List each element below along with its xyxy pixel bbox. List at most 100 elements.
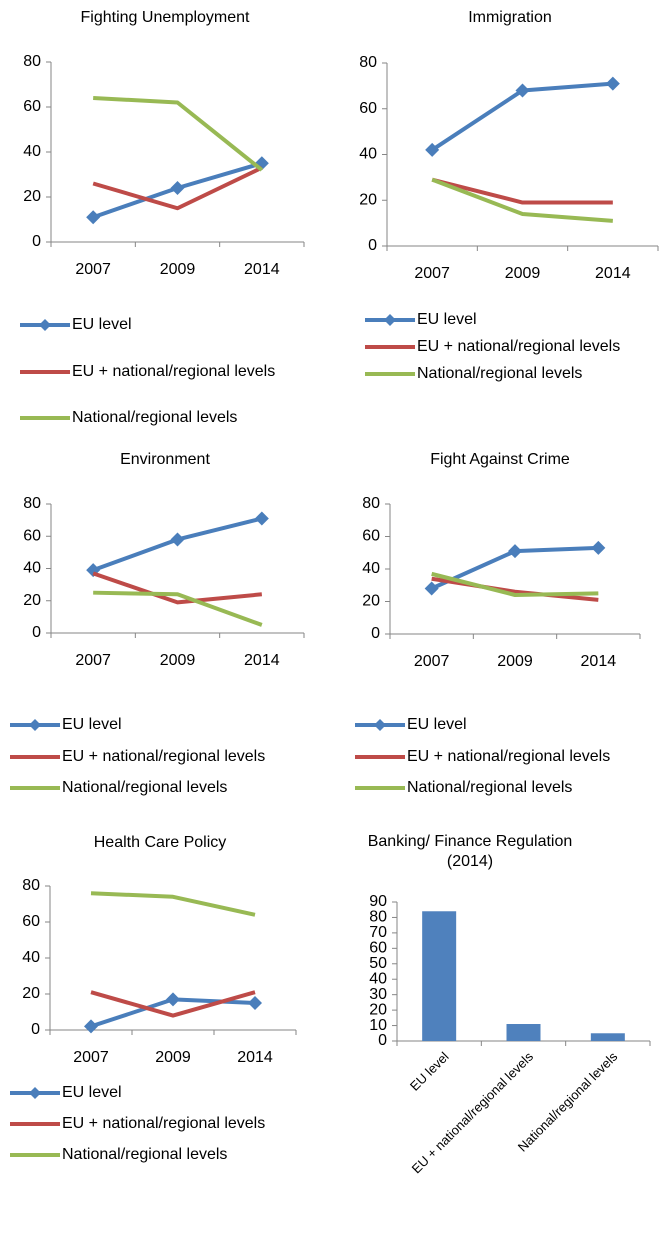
- y-tick-label: 60: [23, 527, 41, 544]
- y-tick-label: 40: [369, 970, 387, 987]
- chart-title: Environment: [120, 451, 210, 468]
- chart-title: Fighting Unemployment: [81, 9, 251, 26]
- line-series: [431, 576, 599, 602]
- legend-label: EU + national/regional levels: [417, 338, 620, 355]
- line-series: [92, 165, 263, 211]
- legend-label: EU level: [62, 716, 122, 733]
- marker: [170, 532, 185, 547]
- marker: [166, 992, 180, 1007]
- chart-title: Fight Against Crime: [430, 451, 570, 468]
- marker: [170, 181, 185, 195]
- legend-label: National/regional levels: [62, 1146, 227, 1163]
- y-tick-label: 0: [31, 1021, 40, 1038]
- legend-label: National/regional levels: [407, 779, 572, 796]
- legend-label: EU + national/regional levels: [62, 1115, 265, 1132]
- x-tick-label: 2014: [581, 653, 617, 670]
- x-tick-label: EU level: [407, 1049, 452, 1094]
- x-tick-label: 2007: [414, 265, 450, 282]
- y-tick-label: 40: [359, 146, 377, 163]
- y-tick-label: 60: [362, 528, 380, 545]
- y-tick-label: 30: [369, 986, 387, 1003]
- line-series: [90, 990, 256, 1018]
- line-series: [92, 571, 263, 605]
- legend-label: EU + national/regional levels: [407, 748, 610, 765]
- legend-label: National/regional levels: [417, 365, 582, 382]
- x-tick-label: 2009: [505, 265, 541, 282]
- bar: [506, 1024, 541, 1041]
- legend-label: EU + national/regional levels: [62, 748, 265, 765]
- marker: [591, 540, 606, 555]
- y-tick-label: 0: [368, 237, 377, 254]
- x-tick-label: 2007: [75, 652, 111, 669]
- x-tick-label: 2009: [155, 1049, 191, 1066]
- marker: [248, 996, 262, 1010]
- marker: [515, 83, 530, 98]
- y-tick-label: 80: [359, 54, 377, 71]
- x-tick-label: 2014: [595, 265, 631, 282]
- legend-label: EU level: [417, 311, 477, 328]
- legend-label: EU level: [407, 716, 467, 733]
- y-tick-label: 60: [22, 913, 40, 930]
- marker: [86, 210, 101, 225]
- y-tick-label: 90: [369, 893, 387, 910]
- x-tick-label: 2007: [73, 1049, 109, 1066]
- y-tick-label: 20: [23, 592, 41, 609]
- legend-label: EU level: [72, 316, 132, 333]
- legend-label: EU level: [62, 1084, 122, 1101]
- y-tick-label: 20: [369, 1001, 387, 1018]
- line-series: [93, 590, 263, 627]
- x-tick-label: 2014: [244, 261, 280, 278]
- y-tick-label: 50: [369, 955, 387, 972]
- y-tick-label: 0: [32, 233, 41, 250]
- legend-marker: [29, 719, 41, 731]
- line-series: [431, 177, 613, 223]
- x-tick-label: 2014: [244, 652, 280, 669]
- y-tick-label: 80: [23, 53, 41, 70]
- legend-label: National/regional levels: [72, 409, 237, 426]
- y-tick-label: 0: [32, 624, 41, 641]
- marker: [84, 1019, 98, 1034]
- x-tick-label: 2009: [497, 653, 533, 670]
- y-tick-label: 60: [369, 940, 387, 957]
- marker: [425, 142, 440, 157]
- y-tick-label: 80: [369, 909, 387, 926]
- y-tick-label: 10: [369, 1017, 387, 1034]
- y-tick-label: 20: [359, 191, 377, 208]
- y-tick-label: 40: [22, 949, 40, 966]
- y-tick-label: 40: [23, 560, 41, 577]
- legend-marker: [29, 1087, 41, 1099]
- marker: [424, 581, 439, 596]
- line-series: [431, 177, 613, 205]
- chart-title: Banking/ Finance Regulation (2014): [367, 833, 573, 870]
- line-series: [431, 571, 599, 597]
- y-tick-label: 20: [23, 188, 41, 205]
- y-tick-label: 70: [369, 924, 387, 941]
- legend-label: EU + national/regional levels: [72, 363, 275, 380]
- y-tick-label: 80: [23, 495, 41, 512]
- bar: [422, 911, 457, 1041]
- x-tick-label: 2009: [160, 261, 196, 278]
- x-tick-label: 2007: [414, 653, 450, 670]
- line-series: [93, 96, 264, 172]
- y-tick-label: 60: [23, 98, 41, 115]
- x-tick-label: 2014: [237, 1049, 273, 1066]
- y-tick-label: 20: [22, 985, 40, 1002]
- legend-marker: [374, 719, 386, 731]
- chart-title: Immigration: [468, 9, 552, 26]
- x-tick-label: 2007: [75, 261, 111, 278]
- legend-marker: [39, 319, 51, 331]
- marker: [605, 76, 620, 91]
- marker: [254, 511, 269, 526]
- y-tick-label: 0: [371, 625, 380, 642]
- y-tick-label: 60: [359, 100, 377, 117]
- marker: [508, 544, 522, 559]
- x-tick-label: 2009: [160, 652, 196, 669]
- y-tick-label: 0: [378, 1032, 387, 1049]
- y-tick-label: 80: [22, 877, 40, 894]
- legend-marker: [384, 314, 396, 326]
- y-tick-label: 40: [23, 143, 41, 160]
- legend-label: National/regional levels: [62, 779, 227, 796]
- chart-title: Health Care Policy: [94, 834, 227, 851]
